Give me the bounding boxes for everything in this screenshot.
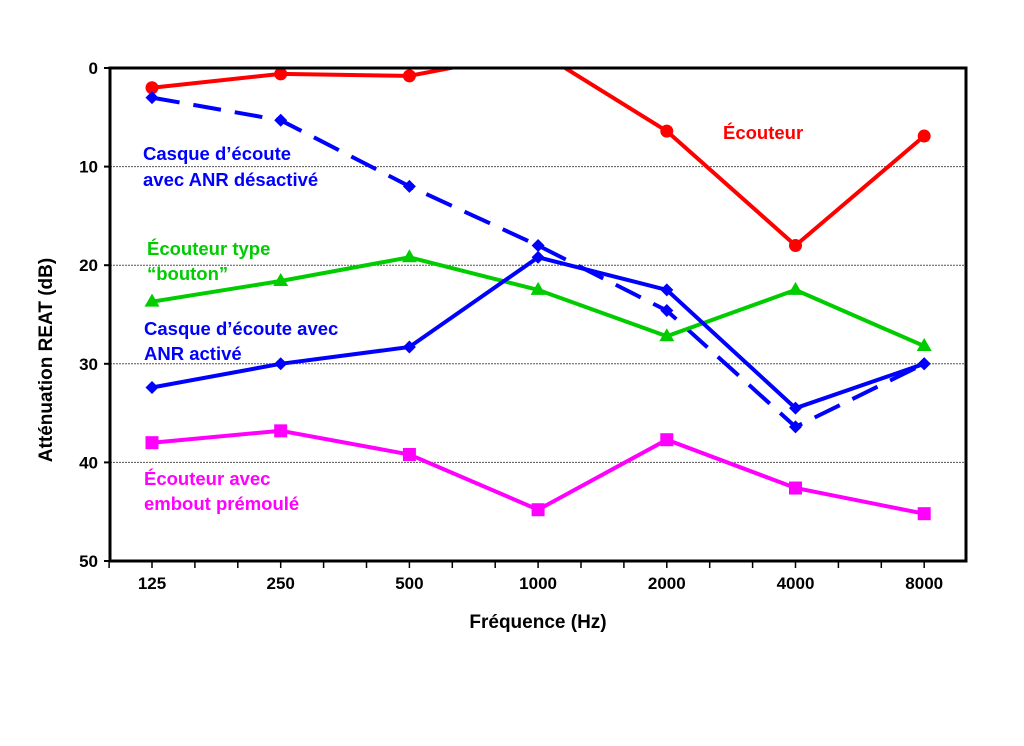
data-point <box>789 481 802 495</box>
series-2 <box>144 249 932 352</box>
data-point <box>789 401 802 415</box>
y-tick-label: 20 <box>79 256 98 275</box>
series-label-line: Écouteur <box>723 122 803 143</box>
data-point <box>145 436 159 450</box>
y-tick-label: 40 <box>79 453 98 472</box>
data-point <box>273 272 289 286</box>
series-label-line: Écouteur avec <box>144 468 270 489</box>
data-point <box>789 238 802 252</box>
x-tick-label: 1000 <box>519 574 557 593</box>
x-tick-label: 2000 <box>648 574 686 593</box>
data-point <box>274 357 288 371</box>
axis-ticks <box>104 67 925 568</box>
data-point <box>145 81 159 95</box>
series-layer <box>144 45 932 521</box>
series-label-line: “bouton” <box>147 263 228 284</box>
data-point <box>660 304 674 318</box>
x-tick-label: 125 <box>138 574 166 593</box>
data-point <box>532 45 545 58</box>
series-label-line: Casque d’écoute <box>143 143 291 164</box>
data-point <box>789 420 802 434</box>
y-tick-label: 10 <box>79 158 98 177</box>
y-axis-title: Atténuation REAT (dB) <box>36 258 57 462</box>
x-axis-title: Fréquence (Hz) <box>469 612 606 633</box>
data-point <box>145 380 159 394</box>
data-point <box>659 328 675 342</box>
series-label-embout-premoule: Écouteur avec embout prémoulé <box>144 468 299 514</box>
data-point <box>402 69 416 83</box>
data-point <box>145 91 159 105</box>
gridlines <box>110 166 966 463</box>
data-point <box>917 357 931 371</box>
y-tick-label: 30 <box>79 355 98 374</box>
data-point <box>402 179 416 193</box>
series-label-bouton: Écouteur type “bouton” <box>147 238 270 284</box>
x-tick-labels: 125 250 500 1000 2000 4000 8000 <box>138 574 943 593</box>
data-point <box>531 250 545 264</box>
series-3 <box>145 250 931 415</box>
series-label-anr-active: Casque d’écoute avec ANR activé <box>144 318 338 364</box>
data-point <box>530 281 546 295</box>
x-tick-label: 500 <box>395 574 423 593</box>
data-point <box>274 424 288 438</box>
x-tick-label: 4000 <box>777 574 815 593</box>
data-point <box>916 338 932 352</box>
data-point <box>531 503 545 517</box>
data-point <box>144 293 160 307</box>
data-point <box>274 68 288 81</box>
y-tick-label: 0 <box>89 59 98 78</box>
data-point <box>660 283 674 297</box>
series-label-line: embout prémoulé <box>144 493 299 514</box>
series-label-anr-desactive: Casque d’écoute avec ANR désactivé <box>143 143 318 190</box>
series-4 <box>145 424 931 521</box>
data-point <box>788 281 803 295</box>
data-point <box>401 249 417 263</box>
data-point <box>660 124 674 138</box>
series-label-line: ANR activé <box>144 343 242 364</box>
x-tick-label: 250 <box>267 574 295 593</box>
series-label-line: avec ANR désactivé <box>143 169 318 190</box>
data-point <box>402 340 416 354</box>
data-point <box>917 129 931 143</box>
data-point <box>402 448 416 462</box>
series-label-line: Écouteur type <box>147 238 270 259</box>
data-point <box>917 507 931 521</box>
series-0 <box>145 45 931 252</box>
y-tick-label: 50 <box>79 552 98 571</box>
series-label-line: Casque d’écoute avec <box>144 318 338 339</box>
data-point <box>660 433 674 447</box>
data-point <box>531 238 545 252</box>
series-label-ecouteur: Écouteur <box>723 122 803 143</box>
x-tick-label: 8000 <box>905 574 943 593</box>
y-tick-labels: 0 10 20 30 40 50 <box>79 59 98 571</box>
data-point <box>274 113 288 127</box>
